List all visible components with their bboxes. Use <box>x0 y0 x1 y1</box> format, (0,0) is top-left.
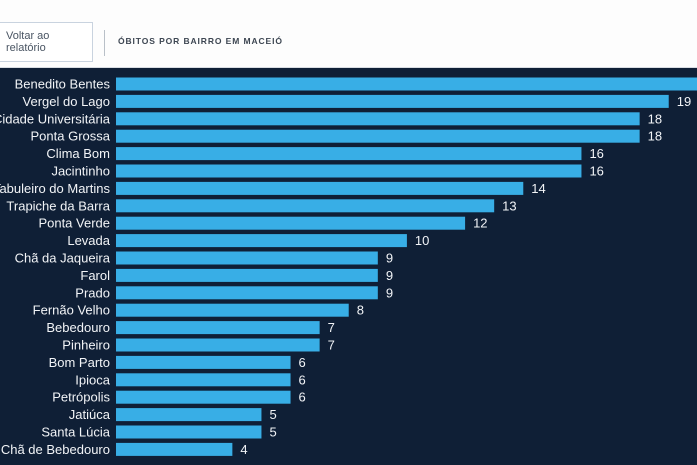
category-label: Cidade Universitária <box>0 111 111 126</box>
bar[interactable] <box>116 425 262 439</box>
value-label: 6 <box>299 390 306 405</box>
category-label: Vergel do Lago <box>23 94 110 109</box>
bar[interactable] <box>116 373 291 387</box>
bar[interactable] <box>116 216 466 230</box>
bar[interactable] <box>116 251 378 265</box>
bar[interactable] <box>116 355 291 369</box>
chart-title: ÓBITOS POR BAIRRO EM MACEIÓ <box>118 36 283 46</box>
value-label: 7 <box>328 338 335 353</box>
bar[interactable] <box>116 181 524 195</box>
category-label: Levada <box>67 233 110 248</box>
value-label: 14 <box>531 181 545 196</box>
header-divider <box>104 30 105 56</box>
category-label: Jatiúca <box>69 407 111 422</box>
category-label: Bom Parto <box>49 355 110 370</box>
value-label: 16 <box>589 164 603 179</box>
value-label: 6 <box>299 372 306 387</box>
value-label: 16 <box>589 146 603 161</box>
value-label: 5 <box>269 425 276 440</box>
value-label: 5 <box>269 407 276 422</box>
category-label: Ponta Grossa <box>31 129 111 144</box>
category-label: Farol <box>80 268 110 283</box>
category-label: Tabuleiro do Martins <box>0 181 110 196</box>
bar[interactable] <box>116 234 407 248</box>
bar[interactable] <box>116 112 640 126</box>
value-label: 8 <box>357 303 364 318</box>
bar[interactable] <box>116 286 378 300</box>
category-label: Santa Lúcia <box>41 425 110 440</box>
bar[interactable] <box>116 199 495 213</box>
bar[interactable] <box>116 147 582 161</box>
category-label: Prado <box>75 285 110 300</box>
bar[interactable] <box>116 408 262 422</box>
category-label: Fernão Velho <box>33 303 110 318</box>
bar[interactable] <box>116 94 669 108</box>
bar[interactable] <box>116 338 320 352</box>
category-label: Chã da Jaqueira <box>15 251 111 266</box>
value-label: 9 <box>386 251 393 266</box>
bar[interactable] <box>116 77 697 91</box>
value-label: 6 <box>299 355 306 370</box>
category-label: Ponta Verde <box>38 216 110 231</box>
value-label: 18 <box>648 111 662 126</box>
report-header: Voltar ao relatório ÓBITOS POR BAIRRO EM… <box>0 0 697 68</box>
bar[interactable] <box>116 268 378 282</box>
value-label: 9 <box>386 285 393 300</box>
back-to-report-button[interactable]: Voltar ao relatório <box>0 22 93 62</box>
bar[interactable] <box>116 164 582 178</box>
bar-chart: Benedito Bentes22Vergel do Lago19Cidade … <box>0 77 697 457</box>
value-label: 10 <box>415 233 429 248</box>
category-label: Pinheiro <box>62 338 110 353</box>
category-label: Clima Bom <box>46 146 110 161</box>
value-label: 12 <box>473 216 487 231</box>
category-label: Petrópolis <box>52 390 110 405</box>
category-label: Benedito Bentes <box>15 77 111 92</box>
bar[interactable] <box>116 321 320 335</box>
category-label: Jacintinho <box>51 164 110 179</box>
value-label: 13 <box>502 198 516 213</box>
bar[interactable] <box>116 442 233 456</box>
category-label: Bebedouro <box>46 320 110 335</box>
category-label: Chã de Bebedouro <box>1 442 110 457</box>
category-label: Trapiche da Barra <box>6 198 110 213</box>
value-label: 7 <box>328 320 335 335</box>
value-label: 4 <box>240 442 247 457</box>
value-label: 9 <box>386 268 393 283</box>
category-label: Ipioca <box>75 372 110 387</box>
bar[interactable] <box>116 303 349 317</box>
value-label: 18 <box>648 129 662 144</box>
bar[interactable] <box>116 129 640 143</box>
bar[interactable] <box>116 390 291 404</box>
value-label: 19 <box>677 94 691 109</box>
